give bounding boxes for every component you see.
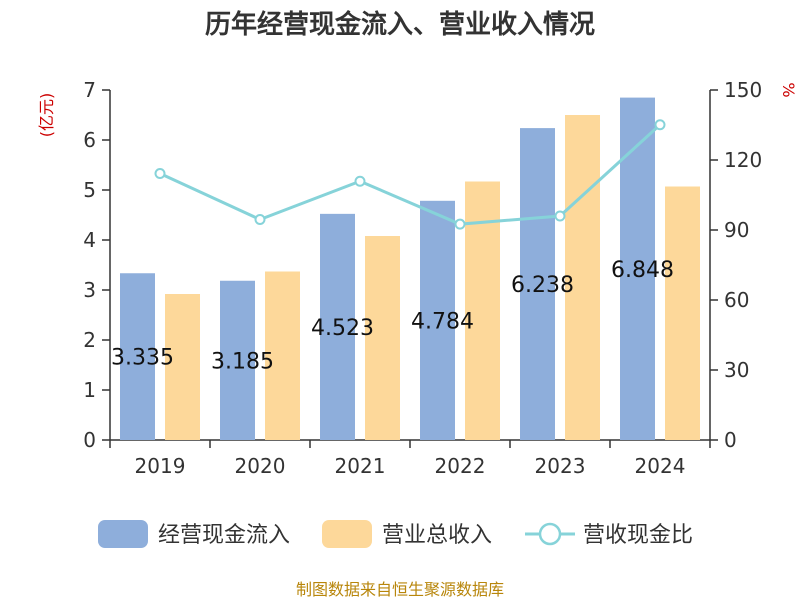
y-right-tick-label: 150 xyxy=(724,78,762,102)
bar-revenue xyxy=(665,186,700,440)
x-tick-label: 2019 xyxy=(135,454,186,478)
x-tick-label: 2024 xyxy=(635,454,686,478)
bar-cash-inflow xyxy=(120,273,155,440)
legend-label: 经营现金流入 xyxy=(158,523,290,548)
data-label: 6.238 xyxy=(511,273,574,298)
line-point xyxy=(154,168,166,180)
legend-label: 营业总收入 xyxy=(382,523,492,548)
y-left-tick-label: 4 xyxy=(83,228,96,252)
x-tick-label: 2020 xyxy=(235,454,286,478)
data-label: 3.185 xyxy=(211,349,274,374)
y-left-tick-label: 6 xyxy=(83,128,96,152)
bar-cash-inflow xyxy=(420,200,455,440)
source-note: 制图数据来自恒生聚源数据库 xyxy=(296,580,504,599)
y-left-tick-label: 7 xyxy=(83,78,96,102)
y-right-tick-label: 0 xyxy=(724,428,737,452)
line-point xyxy=(254,214,266,225)
line-point xyxy=(354,175,366,187)
data-label: 4.784 xyxy=(411,309,474,334)
x-tick-label: 2023 xyxy=(535,454,586,478)
bar-revenue xyxy=(565,115,600,440)
bar-cash-inflow xyxy=(520,128,555,440)
y-right-tick-label: 30 xyxy=(724,358,749,382)
legend-marker xyxy=(538,522,562,546)
y-left-tick-label: 5 xyxy=(83,178,96,202)
y-left-tick-label: 3 xyxy=(83,278,96,302)
bar-revenue xyxy=(165,294,200,440)
y-left-tick-label: 2 xyxy=(83,328,96,352)
data-label: 6.848 xyxy=(611,258,674,283)
line-point xyxy=(554,210,566,222)
y-right-tick-label: 90 xyxy=(724,218,749,242)
line-point xyxy=(454,218,466,230)
bar-revenue xyxy=(265,271,300,440)
legend-label: 营收现金比 xyxy=(583,523,693,548)
y-left-tick-label: 0 xyxy=(83,428,96,452)
x-tick-label: 2022 xyxy=(435,454,486,478)
data-label: 3.335 xyxy=(111,346,174,371)
y-left-tick-label: 1 xyxy=(83,378,96,402)
y-left-axis-label: (亿元) xyxy=(37,93,56,138)
line-revenue-cash-ratio xyxy=(159,123,662,226)
legend-swatch xyxy=(98,520,148,548)
legend-swatch xyxy=(322,520,372,548)
data-label: 4.523 xyxy=(311,316,374,341)
y-right-axis-label: % xyxy=(779,82,798,97)
bar-cash-inflow xyxy=(220,280,255,440)
chart-title: 历年经营现金流入、营业收入情况 xyxy=(205,9,595,40)
y-right-tick-label: 120 xyxy=(724,148,762,172)
y-right-tick-label: 60 xyxy=(724,288,749,312)
bar-revenue xyxy=(365,236,400,440)
line-point xyxy=(654,119,666,131)
x-tick-label: 2021 xyxy=(335,454,386,478)
bar-cash-inflow xyxy=(320,213,355,440)
